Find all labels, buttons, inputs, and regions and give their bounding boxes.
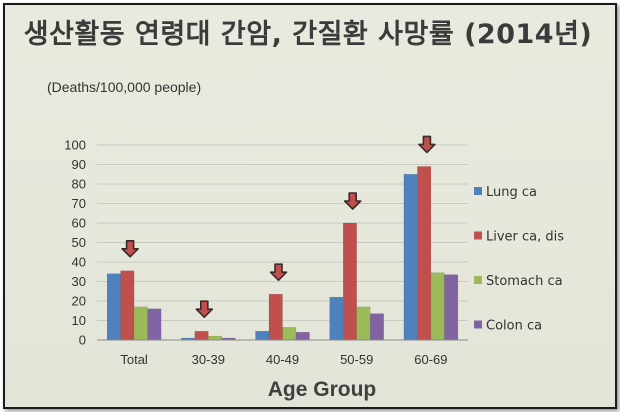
x-tick-label: Total <box>120 352 148 367</box>
x-tick-label: 40-49 <box>266 352 299 367</box>
bar-stomach-ca-40-49 <box>282 327 297 341</box>
bar-stomach-ca-50-59 <box>356 306 371 341</box>
bar-colon-ca-50-59 <box>369 313 384 341</box>
y-tick-label: 0 <box>79 333 86 348</box>
y-tick-label: 10 <box>72 313 86 328</box>
legend: Lung ca Liver ca, dis Stomach ca Colon ca <box>474 185 564 334</box>
bar-lung-ca-total <box>106 273 121 341</box>
y-tick-label: 90 <box>72 157 86 172</box>
bar-lung-ca-40-49 <box>255 330 270 341</box>
legend-swatch <box>474 187 482 195</box>
bar-lung-ca-50-59 <box>329 296 344 341</box>
unit-label: (Deaths/100,000 people) <box>47 79 201 95</box>
bar-liver-ca-dis-total <box>120 270 135 341</box>
bar-stomach-ca-30-39 <box>208 335 223 341</box>
bar-stomach-ca-60-69 <box>430 272 445 341</box>
legend-label: Stomach ca <box>486 274 563 289</box>
y-tick-label: 80 <box>72 177 86 192</box>
y-tick-label: 70 <box>72 196 86 211</box>
bar-liver-ca-dis-60-69 <box>417 166 432 341</box>
bar-liver-ca-dis-50-59 <box>342 222 357 341</box>
down-arrow-icon <box>269 263 288 281</box>
y-tick-label: 20 <box>72 294 86 309</box>
down-arrow-icon <box>195 300 214 319</box>
y-axis-ticks: 0 10 20 30 40 50 60 70 80 90 100 <box>64 138 86 348</box>
y-tick-label: 40 <box>72 255 86 270</box>
x-axis-label: Age Group <box>268 378 377 401</box>
y-tick-label: 50 <box>72 235 86 250</box>
x-axis-ticks: Total 30-39 40-49 50-59 60-69 <box>120 352 447 367</box>
down-arrow-icon <box>343 192 362 210</box>
legend-label: Colon ca <box>486 319 542 334</box>
bar-lung-ca-60-69 <box>403 174 418 341</box>
bar-liver-ca-dis-40-49 <box>268 293 283 341</box>
bars <box>106 166 459 341</box>
y-tick-label: 30 <box>72 274 86 289</box>
x-tick-label: 50-59 <box>340 352 373 367</box>
bar-colon-ca-40-49 <box>295 331 310 341</box>
legend-swatch <box>474 276 482 284</box>
legend-label: Lung ca <box>486 185 537 200</box>
bar-colon-ca-total <box>147 308 162 341</box>
down-arrow-icon <box>121 239 139 258</box>
x-tick-label: 30-39 <box>192 352 225 367</box>
legend-swatch <box>474 231 482 240</box>
bar-colon-ca-60-69 <box>444 274 459 341</box>
down-arrow-icon <box>418 135 436 154</box>
arrow-annotations <box>121 135 436 319</box>
bar-liver-ca-dis-30-39 <box>194 330 209 341</box>
legend-swatch <box>474 320 482 329</box>
x-tick-label: 60-69 <box>414 352 447 367</box>
legend-label: Liver ca, dis <box>486 230 564 245</box>
y-tick-label: 60 <box>72 216 86 231</box>
slide-frame <box>3 3 617 409</box>
chart-title: 생산활동 연령대 간암, 간질환 사망률 (2014년) <box>23 19 593 50</box>
y-tick-label: 100 <box>64 138 86 153</box>
bar-stomach-ca-total <box>133 306 148 341</box>
